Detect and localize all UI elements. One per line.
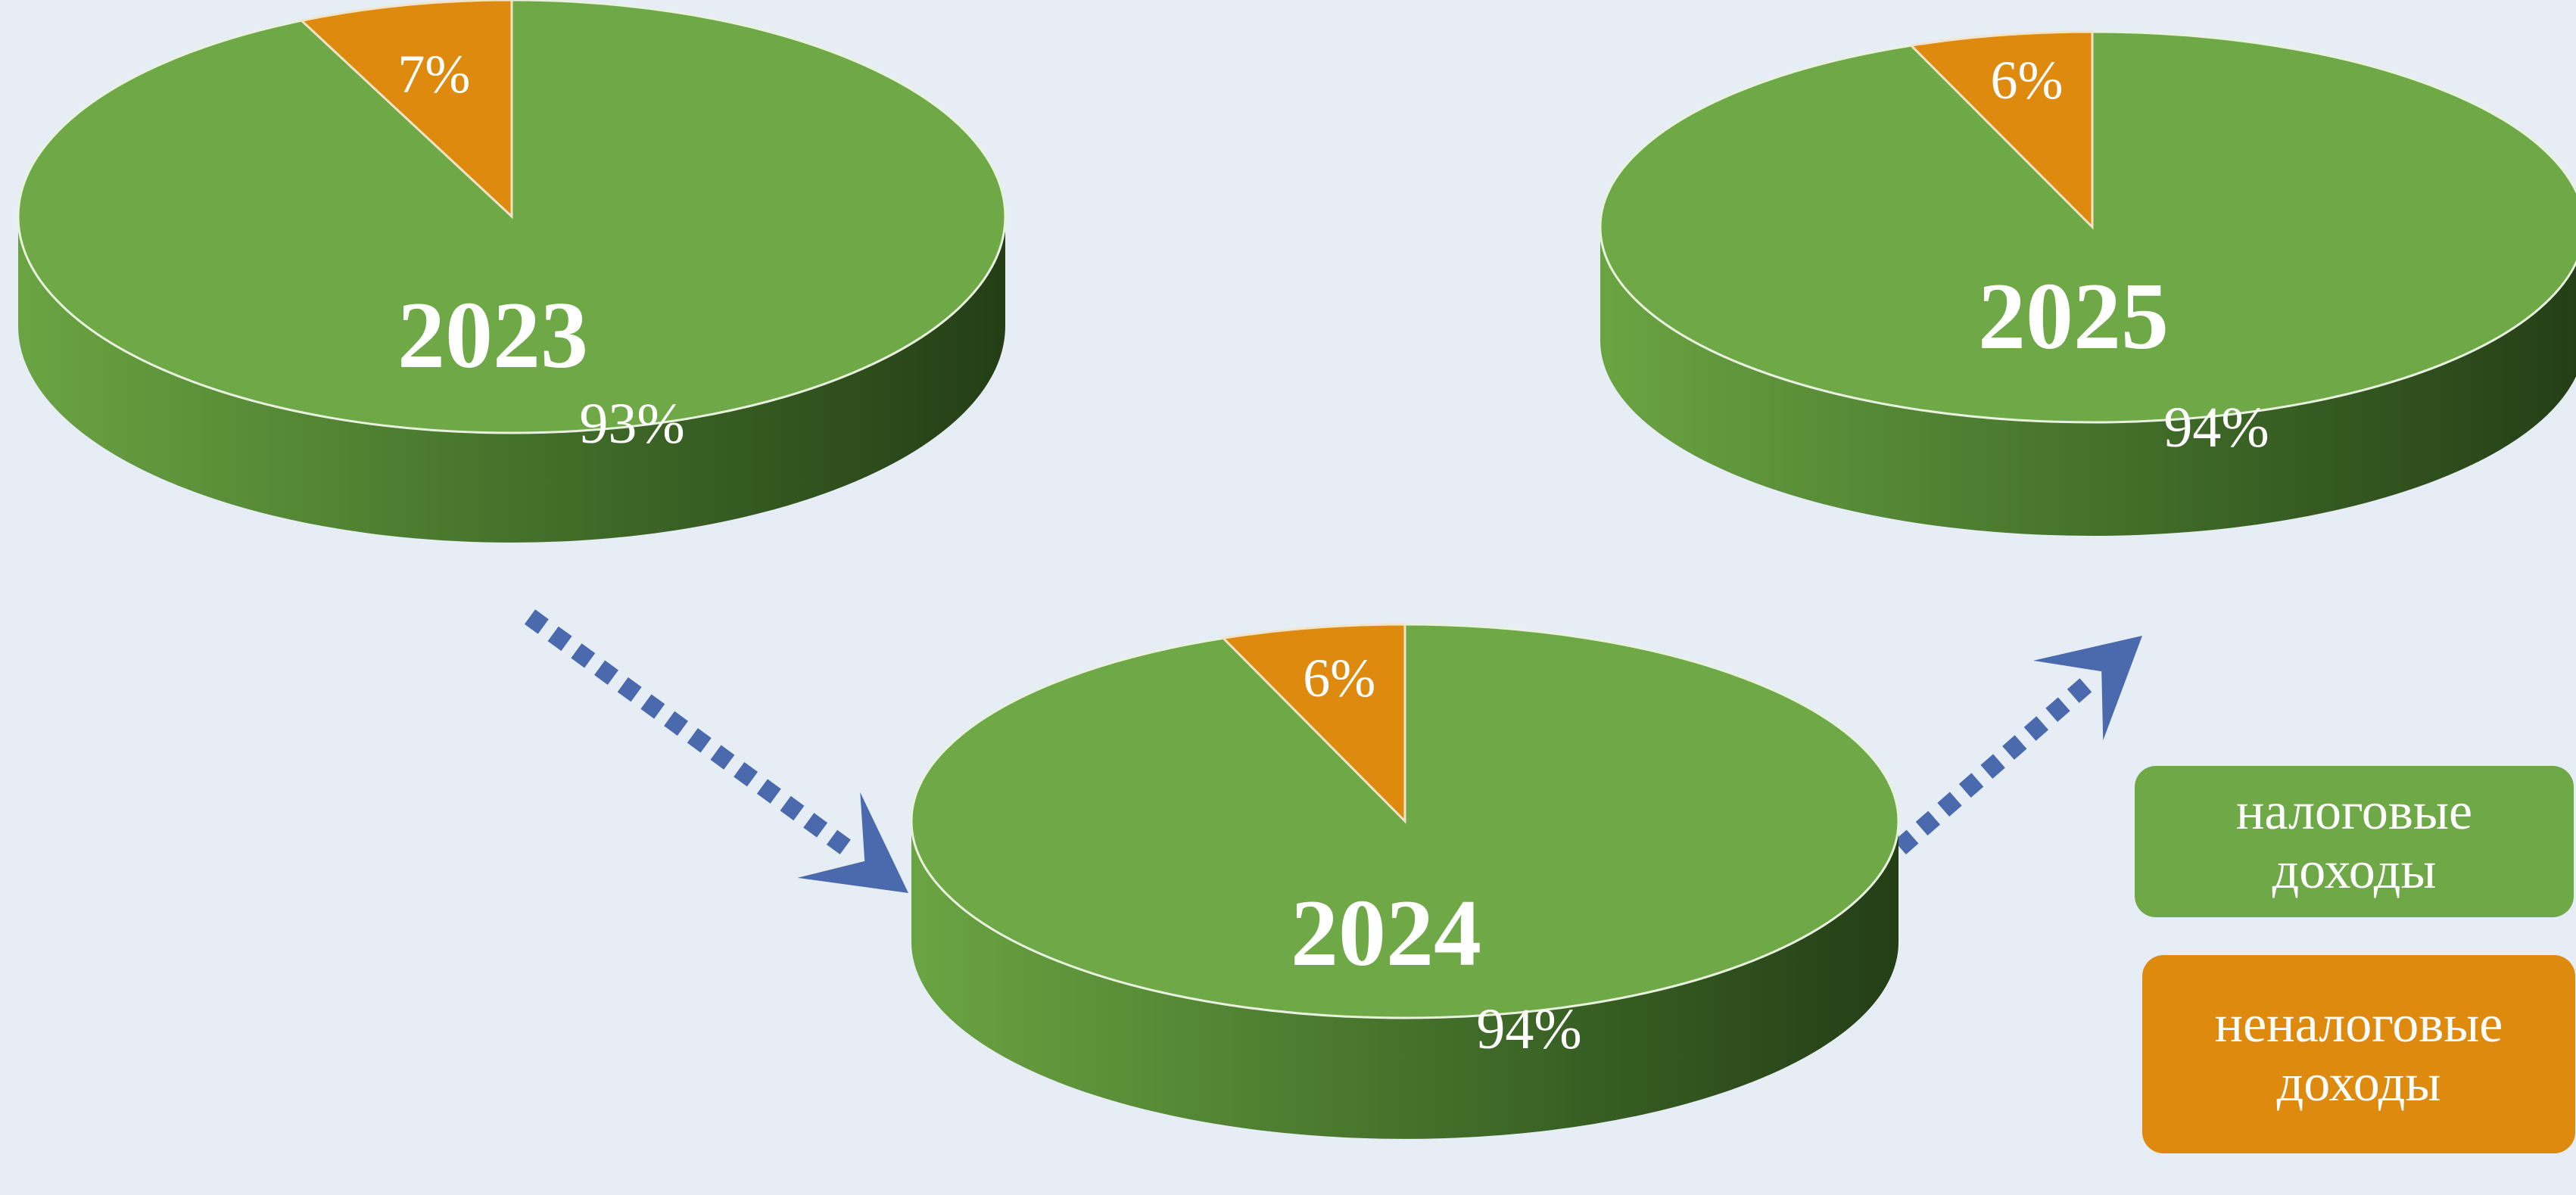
tax-pct-label-2025: 94% xyxy=(2163,396,2269,459)
tax-pct-label-2023: 93% xyxy=(579,392,684,456)
legend-nontax-line1: неналоговые xyxy=(2214,995,2503,1053)
non-tax-pct-label-2025: 6% xyxy=(1991,50,2064,110)
legend-tax-line1: налоговые xyxy=(2235,783,2473,841)
non-tax-pct-label-2023: 7% xyxy=(397,44,470,104)
non-tax-pct-label-2024: 6% xyxy=(1303,648,1375,708)
pie-2025: 2025 94% 6% xyxy=(1599,30,2576,536)
year-label-2025: 2025 xyxy=(1978,264,2169,369)
slice-non-tax-2024 xyxy=(1220,623,1406,824)
arrow-2023-to-2024-head xyxy=(797,792,908,893)
year-label-2023: 2023 xyxy=(397,283,588,388)
slice-non-tax-2023 xyxy=(299,0,513,219)
arrow-2024-to-2025-head xyxy=(2033,636,2142,741)
arrow-2024-to-2025-shaft xyxy=(1894,677,2093,855)
arrow-2023-to-2024 xyxy=(524,609,908,893)
legend-tax-revenue: налоговые доходы xyxy=(2135,766,2574,917)
legend-tax-line2: доходы xyxy=(2272,842,2437,900)
slice-non-tax-2025 xyxy=(1908,30,2094,230)
pie-side-2024 xyxy=(911,821,1899,1139)
pie-side-2025 xyxy=(1600,227,2576,536)
legend-non-tax-revenue: неналоговые доходы xyxy=(2142,955,2575,1153)
pie-side-2023 xyxy=(18,216,1005,543)
tax-pct-label-2024: 94% xyxy=(1476,997,1581,1061)
arrows-layer xyxy=(524,609,2142,893)
arrow-2024-to-2025 xyxy=(1894,636,2142,855)
pie-2024: 2024 94% 6% xyxy=(910,623,1900,1139)
year-label-2024: 2024 xyxy=(1291,881,1481,986)
legend-nontax-line2: доходы xyxy=(2276,1054,2441,1113)
arrow-2023-to-2024-shaft xyxy=(524,609,855,857)
